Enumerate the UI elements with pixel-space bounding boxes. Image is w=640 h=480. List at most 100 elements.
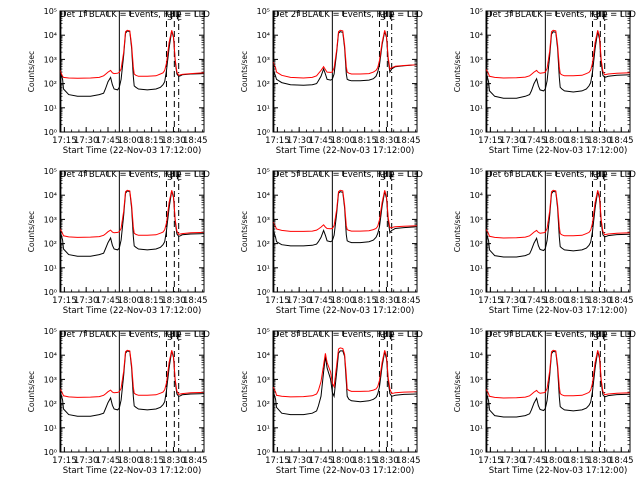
plot-frame: [59, 10, 205, 133]
x-axis-label: Start Time (22-Nov-03 17:12:00): [276, 146, 415, 156]
x-tick-label: 17:30: [287, 296, 312, 306]
panel-title: Det 9f BLACK = Events, RED = LLD: [486, 330, 636, 340]
plot-frame: [485, 170, 631, 293]
y-tick-label: 10²: [257, 80, 270, 89]
y-tick-label: 10⁴: [257, 31, 270, 40]
mark-label: E: [177, 173, 182, 182]
x-tick-label: 18:45: [609, 296, 634, 306]
mark-label: E: [390, 173, 395, 182]
y-tick-label: 10⁵: [257, 167, 270, 176]
mark-label: S: [380, 13, 385, 22]
series-events-line: [60, 350, 204, 417]
x-tick-label: 17:45: [522, 456, 547, 466]
panel-title: Det 1f BLACK = Events, RED = LLD: [60, 10, 210, 20]
y-tick-label: 10¹: [257, 424, 270, 433]
x-tick-label: 17:45: [96, 296, 121, 306]
mark-label: S: [593, 333, 598, 342]
x-tick-label: 18:15: [139, 456, 164, 466]
x-axis-label: Start Time (22-Nov-03 17:12:00): [489, 466, 628, 476]
x-tick-label: 18:00: [331, 136, 356, 146]
x-tick-label: 18:45: [396, 296, 421, 306]
y-tick-label: 10⁴: [257, 191, 270, 200]
y-tick-label: 10¹: [257, 104, 270, 113]
y-tick-label: 10¹: [470, 424, 483, 433]
x-tick-label: 18:00: [331, 456, 356, 466]
x-tick-label: 17:15: [52, 456, 77, 466]
series-events-line: [486, 350, 630, 418]
y-tick-label: 10³: [257, 215, 270, 224]
y-tick-label: 10²: [470, 400, 483, 409]
x-tick-label: 18:15: [565, 296, 590, 306]
x-tick-label: 18:30: [587, 136, 612, 146]
x-tick-label: 18:30: [161, 296, 186, 306]
plot-frame: [272, 330, 418, 453]
y-axis-label: Counts/sec: [453, 211, 462, 252]
mark-label: S: [380, 333, 385, 342]
y-tick-label: 10²: [470, 240, 483, 249]
x-tick-label: 17:30: [500, 296, 525, 306]
y-tick-label: 10¹: [470, 264, 483, 273]
x-tick-label: 18:45: [396, 456, 421, 466]
x-tick-label: 17:15: [52, 296, 77, 306]
y-axis-label: Counts/sec: [240, 51, 249, 92]
y-tick-label: 10¹: [470, 104, 483, 113]
mark-label: E: [177, 333, 182, 342]
x-tick-label: 18:30: [374, 296, 399, 306]
y-tick-label: 10⁰: [44, 288, 57, 297]
y-axis-label: Counts/sec: [453, 51, 462, 92]
x-tick-label: 18:15: [352, 296, 377, 306]
x-tick-label: 18:00: [118, 136, 143, 146]
y-tick-label: 10⁴: [44, 191, 57, 200]
y-tick-label: 10²: [257, 400, 270, 409]
x-tick-label: 18:00: [118, 296, 143, 306]
x-axis-label: Start Time (22-Nov-03 17:12:00): [489, 306, 628, 316]
x-tick-label: 17:30: [500, 136, 525, 146]
x-tick-label: 18:15: [352, 456, 377, 466]
x-tick-label: 17:45: [309, 456, 334, 466]
y-tick-label: 10⁴: [470, 191, 483, 200]
plot-frame: [485, 10, 631, 133]
x-tick-label: 18:15: [139, 296, 164, 306]
x-tick-label: 18:00: [544, 456, 569, 466]
y-tick-label: 10⁴: [257, 351, 270, 360]
mark-label: S: [167, 173, 172, 182]
plot-frame: [59, 330, 205, 453]
x-tick-label: 17:45: [522, 296, 547, 306]
x-tick-label: 18:30: [161, 456, 186, 466]
y-tick-label: 10¹: [44, 264, 57, 273]
x-tick-label: 18:30: [587, 296, 612, 306]
y-axis-label: Counts/sec: [240, 211, 249, 252]
x-tick-label: 18:00: [544, 136, 569, 146]
x-tick-label: 18:45: [609, 136, 634, 146]
series-lld-line: [486, 189, 630, 239]
y-tick-label: 10⁵: [44, 327, 57, 336]
y-tick-label: 10²: [44, 80, 57, 89]
x-tick-label: 17:15: [265, 456, 290, 466]
y-tick-label: 10⁵: [470, 7, 483, 16]
x-axis-label: Start Time (22-Nov-03 17:12:00): [63, 146, 202, 156]
y-axis-label: Counts/sec: [27, 371, 36, 412]
y-tick-label: 10³: [470, 375, 483, 384]
mark-label: E: [603, 333, 608, 342]
mark-label: S: [593, 13, 598, 22]
x-axis-label: Start Time (22-Nov-03 17:12:00): [276, 466, 415, 476]
y-axis-label: Counts/sec: [27, 51, 36, 92]
y-tick-label: 10²: [44, 240, 57, 249]
mark-label: S: [380, 173, 385, 182]
y-tick-label: 10¹: [257, 264, 270, 273]
x-tick-label: 17:45: [309, 296, 334, 306]
y-tick-label: 10⁰: [257, 128, 270, 137]
y-tick-label: 10⁰: [44, 448, 57, 457]
series-lld-line: [486, 349, 630, 399]
y-tick-label: 10⁴: [44, 351, 57, 360]
x-axis-label: Start Time (22-Nov-03 17:12:00): [276, 306, 415, 316]
x-tick-label: 17:15: [478, 136, 503, 146]
x-tick-label: 18:15: [352, 136, 377, 146]
x-tick-label: 18:30: [587, 456, 612, 466]
plot-frame: [272, 10, 418, 133]
plot-frame: [485, 330, 631, 453]
y-tick-label: 10⁵: [257, 7, 270, 16]
series-lld-line: [60, 349, 204, 398]
